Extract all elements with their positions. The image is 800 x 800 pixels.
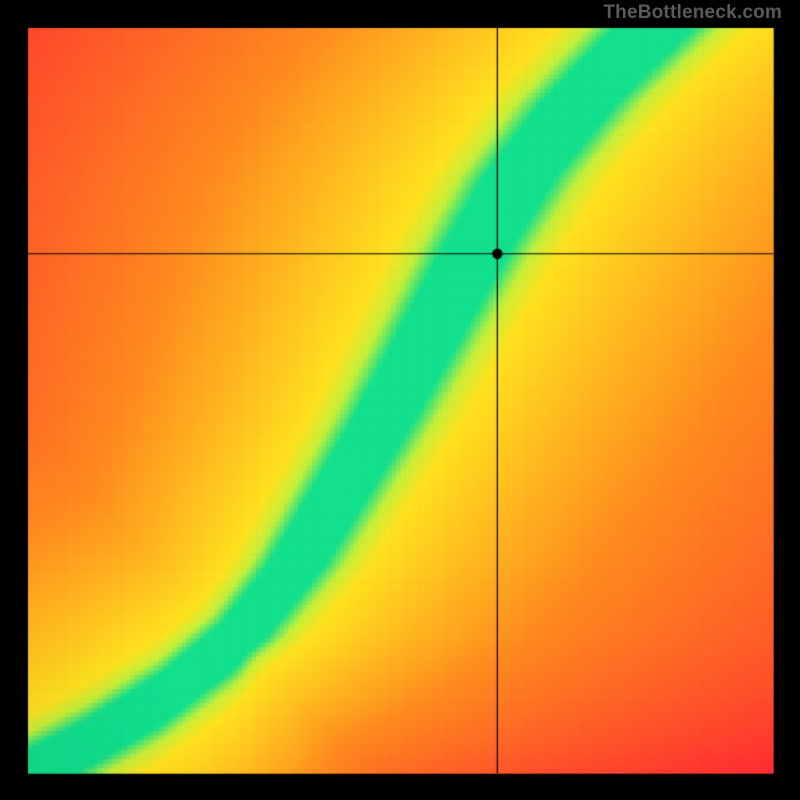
- bottleneck-heatmap: [0, 0, 800, 800]
- attribution-text: TheBottleneck.com: [603, 2, 782, 24]
- chart-container: TheBottleneck.com: [0, 0, 800, 800]
